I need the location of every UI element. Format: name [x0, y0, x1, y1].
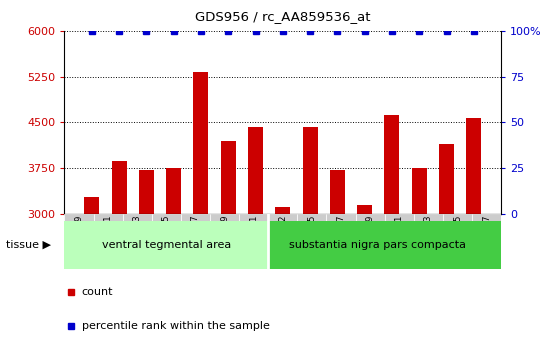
Bar	[166, 168, 181, 214]
Bar	[181, 214, 210, 221]
Text: GSM19312: GSM19312	[278, 214, 287, 260]
Bar	[472, 214, 501, 221]
Bar	[276, 207, 290, 214]
Text: percentile rank within the sample: percentile rank within the sample	[82, 322, 270, 331]
Bar	[268, 221, 501, 269]
Text: count: count	[82, 287, 113, 297]
Bar	[84, 197, 99, 214]
Text: GSM19331: GSM19331	[104, 214, 113, 260]
Bar	[439, 144, 454, 214]
Bar	[111, 161, 127, 214]
Text: GSM19323: GSM19323	[424, 214, 433, 260]
Text: GSM19327: GSM19327	[482, 214, 491, 260]
Bar	[385, 214, 414, 221]
Bar	[414, 214, 443, 221]
Text: GDS956 / rc_AA859536_at: GDS956 / rc_AA859536_at	[195, 10, 371, 23]
Bar	[466, 118, 482, 214]
Bar	[297, 214, 326, 221]
Bar	[443, 214, 472, 221]
Text: GSM19329: GSM19329	[74, 214, 83, 260]
Text: ventral tegmental area: ventral tegmental area	[102, 240, 231, 250]
Bar	[64, 221, 268, 269]
Text: GSM19337: GSM19337	[191, 214, 200, 260]
Bar	[210, 214, 239, 221]
Bar	[239, 214, 268, 221]
Text: tissue ▶: tissue ▶	[6, 240, 50, 250]
Bar	[268, 214, 297, 221]
Text: GSM19341: GSM19341	[249, 214, 258, 260]
Text: GSM19315: GSM19315	[307, 214, 316, 260]
Bar	[123, 214, 152, 221]
Bar	[412, 168, 427, 214]
Bar	[221, 141, 236, 214]
Bar	[94, 214, 123, 221]
Text: GSM19325: GSM19325	[453, 214, 462, 260]
Bar	[356, 214, 385, 221]
Text: GSM19339: GSM19339	[220, 214, 229, 260]
Text: GSM19335: GSM19335	[162, 214, 171, 260]
Bar	[193, 72, 208, 214]
Text: GSM19333: GSM19333	[133, 214, 142, 260]
Bar	[385, 115, 399, 214]
Text: GSM19319: GSM19319	[366, 214, 375, 260]
Bar	[326, 214, 356, 221]
Text: substantia nigra pars compacta: substantia nigra pars compacta	[289, 240, 466, 250]
Bar	[139, 170, 154, 214]
Text: GSM19317: GSM19317	[337, 214, 346, 260]
Bar	[302, 127, 318, 214]
Bar	[357, 205, 372, 214]
Bar	[64, 214, 94, 221]
Bar	[152, 214, 181, 221]
Text: GSM19321: GSM19321	[395, 214, 404, 260]
Bar	[330, 170, 345, 214]
Bar	[248, 127, 263, 214]
